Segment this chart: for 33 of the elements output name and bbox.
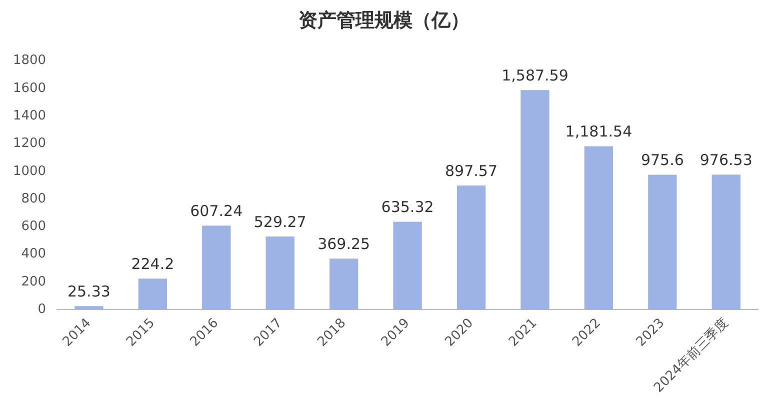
data-label: 975.6 [640,151,684,170]
y-tick-label: 1800 [12,53,46,68]
bar [74,306,104,310]
chart-title: 资产管理规模（亿） [298,9,470,32]
bar [329,258,358,310]
y-tick-label: 1000 [12,164,46,179]
bar [456,186,486,310]
bar [202,226,231,310]
y-tick-label: 0 [38,302,46,317]
bar [520,90,550,310]
y-tick-label: 200 [21,274,46,290]
bar [138,278,167,310]
bar [393,222,422,310]
data-label: 529.27 [254,212,306,231]
y-tick-label: 600 [21,219,46,234]
data-label: 607.24 [190,202,243,220]
data-label: 1,181.54 [565,122,632,141]
data-label: 369.25 [318,234,370,253]
data-label: 25.33 [67,282,110,301]
data-label: 635.32 [381,198,434,216]
y-tick-label: 400 [21,246,46,262]
bar [648,174,677,310]
bar [584,146,614,310]
bar [266,236,294,310]
data-label: 1,587.59 [502,66,568,85]
y-tick-label: 1600 [12,80,46,96]
y-tick-label: 1200 [12,136,46,152]
data-label: 897.57 [445,162,498,180]
data-label: 976.53 [700,151,752,170]
data-label: 224.2 [131,255,174,274]
y-tick-label: 800 [21,191,46,206]
y-tick-label: 1400 [12,108,46,124]
bar [712,174,740,310]
